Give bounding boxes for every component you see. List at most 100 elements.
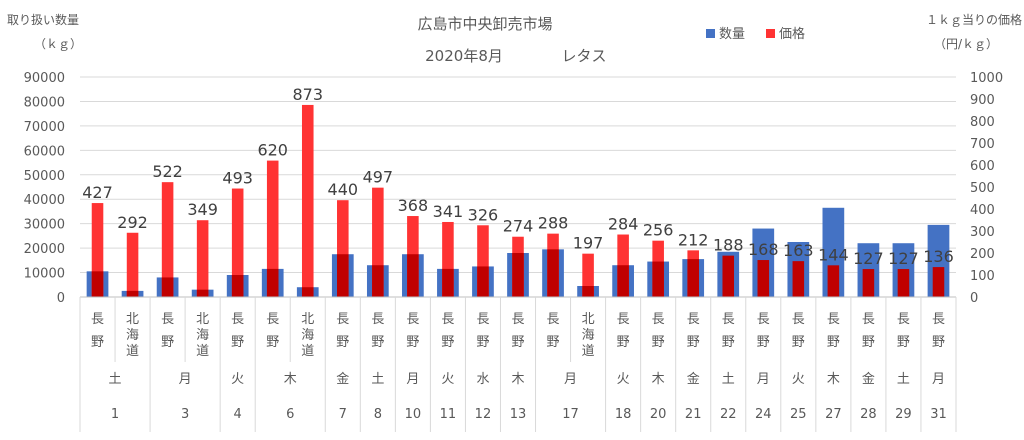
y-left-tick-label: 20000	[24, 242, 65, 257]
x-weekday-label: 土	[109, 372, 122, 387]
price-bar-overlap	[161, 277, 174, 297]
y-right-tick-label: 400	[970, 203, 995, 218]
y-left-tick-label: 80000	[24, 95, 65, 110]
price-data-label: 188	[713, 236, 744, 255]
price-bar	[161, 182, 174, 297]
price-bar	[266, 160, 279, 297]
x-origin-label: 北海道	[196, 312, 209, 359]
price-bar	[477, 225, 489, 297]
legend-quantity-swatch	[706, 29, 715, 38]
x-origin-label: 長野	[336, 312, 349, 350]
y-right-tick-label: 700	[970, 137, 995, 152]
x-day-label: 20	[650, 407, 667, 422]
price-bar-overlap	[687, 259, 699, 297]
x-origin-label: 長野	[406, 312, 419, 350]
x-day-label: 1	[111, 407, 119, 422]
gridlines	[80, 76, 956, 298]
price-data-label: 136	[923, 247, 954, 266]
y-right-tick-label: 300	[970, 225, 995, 240]
price-bar-overlap	[617, 265, 629, 297]
x-weekday-label: 月	[932, 372, 945, 387]
price-data-label: 522	[152, 162, 183, 181]
x-weekday-label: 火	[231, 372, 244, 387]
x-origin-label: 長野	[897, 312, 910, 350]
price-bar-overlap	[126, 290, 139, 297]
y-left-axis-unit: （ｋｇ）	[34, 37, 82, 51]
chart-subtitle-period: 2020年8月	[425, 47, 503, 65]
x-origin-label: 長野	[687, 312, 700, 350]
price-data-label: 127	[888, 249, 919, 268]
price-bar	[757, 260, 770, 297]
y-left-tick-label: 0	[57, 291, 65, 306]
x-origin-label: 長野	[161, 312, 174, 350]
x-day-label: 31	[930, 407, 947, 422]
price-data-label: 256	[643, 221, 674, 240]
price-bar-overlap	[477, 266, 489, 297]
x-origin-label: 長野	[652, 312, 665, 350]
x-day-label: 11	[440, 407, 457, 422]
price-data-label: 197	[573, 234, 604, 253]
price-data-label: 127	[853, 249, 884, 268]
price-bar	[91, 203, 104, 297]
x-weekday-label: 金	[862, 371, 875, 387]
price-bar	[862, 269, 875, 297]
price-data-label: 144	[818, 245, 849, 264]
price-bar-overlap	[337, 254, 349, 297]
price-bar-overlap	[512, 253, 524, 297]
x-origin-label: 長野	[792, 312, 805, 350]
x-day-label: 7	[339, 407, 347, 422]
x-day-label: 24	[755, 407, 772, 422]
legend: 数量 価格	[706, 26, 805, 42]
x-weekday-label: 木	[827, 372, 840, 387]
price-data-label: 493	[222, 169, 253, 188]
x-origin-label: 北海道	[126, 312, 139, 359]
price-data-label: 274	[503, 217, 534, 236]
y-left-tick-label: 60000	[24, 144, 65, 159]
y-right-axis-title: １ｋｇ当りの価格	[926, 12, 1022, 27]
y-right-axis-unit: （円/ｋｇ）	[934, 37, 998, 51]
x-weekday-label: 土	[722, 372, 735, 387]
price-data-label: 427	[82, 183, 113, 202]
x-weekday-label: 火	[441, 372, 454, 387]
price-data-label: 368	[398, 196, 429, 215]
chart-title: 広島市中央卸売市場	[417, 15, 552, 33]
price-bar	[126, 232, 139, 297]
x-day-label: 25	[790, 407, 807, 422]
price-data-label: 288	[538, 214, 569, 233]
x-weekday-label: 火	[792, 372, 805, 387]
x-origin-label: 長野	[617, 312, 630, 350]
price-bar-overlap	[91, 271, 104, 297]
price-bar-overlap	[582, 286, 594, 297]
price-data-label: 212	[678, 230, 709, 249]
y-right-tick-label: 600	[970, 159, 995, 174]
price-bar	[301, 104, 314, 297]
price-data-label: 873	[292, 85, 323, 104]
y-left-tick-label: 30000	[24, 218, 65, 233]
x-day-label: 29	[895, 407, 912, 422]
y-right-tick-label: 0	[970, 291, 978, 306]
x-day-label: 28	[860, 407, 877, 422]
y-left-tick-label: 70000	[24, 120, 65, 135]
x-day-label: 4	[234, 407, 242, 422]
x-day-label: 8	[374, 407, 382, 422]
price-data-label: 292	[117, 213, 148, 232]
x-day-label: 3	[181, 407, 189, 422]
x-weekday-label: 月	[757, 372, 770, 387]
x-axis: 長野北海道長野北海道長野長野北海道長野長野長野長野長野長野長野北海道長野長野長野…	[79, 296, 957, 432]
price-bar-overlap	[652, 261, 664, 297]
price-data-label: 168	[748, 240, 779, 259]
x-day-label: 10	[405, 407, 422, 422]
price-bar-overlap	[301, 287, 314, 297]
y-left-axis: 0 10000 20000 30000 40000 50000 60000 70000 8000…	[24, 71, 65, 306]
y-right-axis: 0 100 200 300 400 500 600 700 800 900 1000	[970, 71, 1003, 306]
x-origin-label: 長野	[827, 312, 840, 350]
price-bar	[372, 187, 384, 297]
x-origin-label: 長野	[511, 312, 524, 350]
price-data-label: 497	[363, 168, 394, 187]
x-weekday-label: 土	[897, 372, 910, 387]
x-origin-label: 長野	[757, 312, 770, 350]
price-bar	[582, 253, 594, 297]
price-bar	[932, 267, 945, 297]
x-weekday-label: 月	[406, 372, 419, 387]
